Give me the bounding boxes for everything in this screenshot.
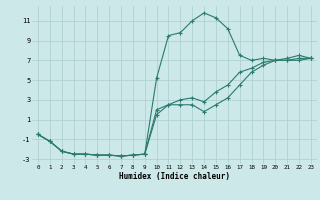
X-axis label: Humidex (Indice chaleur): Humidex (Indice chaleur) [119, 172, 230, 181]
